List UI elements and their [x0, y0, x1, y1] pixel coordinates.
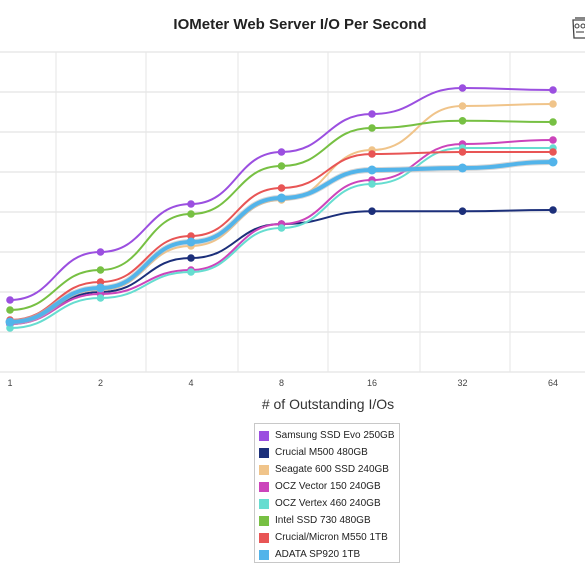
data-point — [367, 165, 377, 175]
data-point — [96, 294, 105, 302]
data-point — [5, 317, 15, 327]
data-point — [458, 163, 467, 173]
series-lines — [5, 84, 558, 332]
data-point — [277, 193, 286, 203]
data-point — [368, 207, 376, 215]
data-point — [6, 324, 14, 332]
legend-label: OCZ Vertex 460 240GB — [275, 498, 381, 509]
data-point — [458, 102, 467, 110]
data-point — [187, 200, 195, 208]
x-tick-label: 1 — [7, 378, 12, 388]
data-point — [458, 207, 467, 215]
legend-swatch — [259, 464, 269, 475]
legend-swatch — [259, 515, 269, 526]
data-point — [187, 232, 195, 240]
legend-swatch — [259, 481, 269, 492]
site-logo-icon — [572, 17, 585, 39]
data-point — [96, 248, 105, 256]
series-adata-sp920-1tb — [5, 157, 558, 327]
data-point — [548, 157, 558, 167]
data-point — [6, 306, 14, 314]
legend-item: Crucial/Micron M550 1TB — [259, 529, 399, 546]
data-point — [277, 184, 286, 192]
x-tick-label: 2 — [98, 378, 103, 388]
legend-swatch — [259, 430, 269, 441]
data-point — [187, 210, 195, 218]
legend-label: OCZ Vector 150 240GB — [275, 481, 381, 492]
data-point — [187, 254, 195, 262]
legend-label: Crucial M500 480GB — [275, 447, 368, 458]
data-point — [549, 118, 557, 126]
legend-label: ADATA SP920 1TB — [275, 549, 361, 560]
data-point — [458, 84, 467, 92]
data-point — [549, 206, 557, 214]
x-tick-label: 64 — [548, 378, 558, 388]
grid-lines — [0, 51, 585, 373]
legend-item: OCZ Vertex 460 240GB — [259, 495, 399, 512]
data-point — [368, 180, 376, 188]
legend-label: Seagate 600 SSD 240GB — [275, 464, 389, 475]
chart-title: IOMeter Web Server I/O Per Second — [173, 16, 427, 33]
x-tick-labels: 1 2 4 8 16 32 64 — [7, 378, 558, 388]
legend-item: Seagate 600 SSD 240GB — [259, 461, 399, 478]
legend-swatch — [259, 532, 269, 543]
x-axis-label: # of Outstanding I/Os — [261, 396, 395, 412]
x-tick-label: 16 — [367, 378, 377, 388]
legend-item: Crucial M500 480GB — [259, 444, 399, 461]
legend-label: Intel SSD 730 480GB — [275, 515, 371, 526]
data-point — [187, 268, 195, 276]
legend-swatch — [259, 498, 269, 509]
x-tick-label: 4 — [188, 378, 193, 388]
series-samsung-ssd-evo-250gb — [6, 84, 557, 304]
series-intel-ssd-730-480gb — [6, 117, 557, 314]
x-tick-label: 8 — [279, 378, 284, 388]
data-point — [549, 136, 557, 144]
legend-item: Samsung SSD Evo 250GB — [259, 427, 399, 444]
data-point — [96, 266, 105, 274]
data-point — [186, 237, 196, 247]
legend-label: Crucial/Micron M550 1TB — [275, 532, 388, 543]
data-point — [96, 283, 105, 293]
legend-swatch — [259, 549, 269, 560]
data-point — [549, 100, 557, 108]
data-point — [458, 117, 467, 125]
data-point — [277, 148, 286, 156]
legend-item: Intel SSD 730 480GB — [259, 512, 399, 529]
data-point — [277, 224, 286, 232]
data-point — [277, 162, 286, 170]
legend-item: ADATA SP920 1TB — [259, 546, 399, 563]
data-point — [458, 148, 467, 156]
data-point — [368, 110, 376, 118]
data-point — [6, 296, 14, 304]
chart-legend: Samsung SSD Evo 250GB Crucial M500 480GB S… — [254, 423, 400, 563]
data-point — [96, 278, 105, 286]
x-tick-label: 32 — [457, 378, 467, 388]
data-point — [368, 124, 376, 132]
legend-item: OCZ Vector 150 240GB — [259, 478, 399, 495]
data-point — [549, 148, 557, 156]
data-point — [368, 150, 376, 158]
data-point — [549, 86, 557, 94]
legend-label: Samsung SSD Evo 250GB — [275, 430, 395, 441]
legend-swatch — [259, 447, 269, 458]
